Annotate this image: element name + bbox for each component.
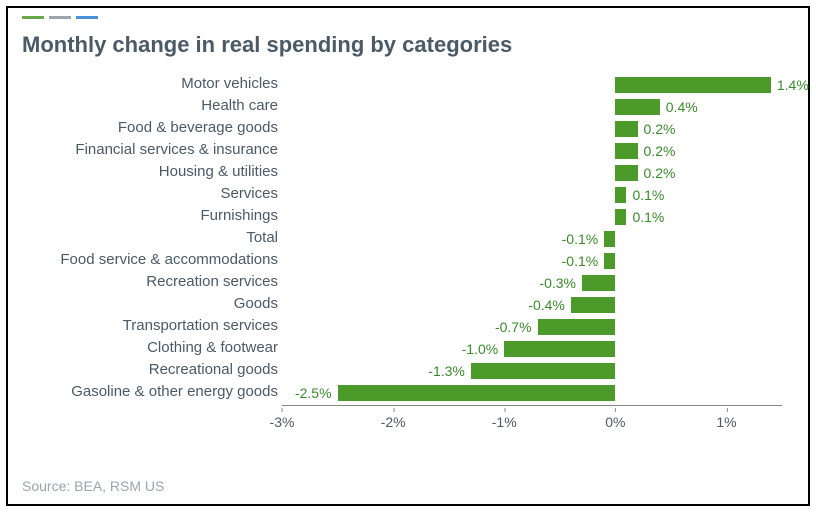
- value-label: 0.4%: [666, 97, 698, 117]
- category-label: Recreational goods: [28, 360, 278, 380]
- category-label: Furnishings: [28, 206, 278, 226]
- x-tick: 1%: [716, 414, 736, 430]
- bar: [582, 275, 615, 291]
- chart-title: Monthly change in real spending by categ…: [22, 32, 512, 58]
- bar-row: Clothing & footwear -1.0%: [22, 338, 798, 360]
- x-tick: -1%: [492, 414, 517, 430]
- accent-bars: [22, 16, 98, 19]
- value-label: 0.2%: [644, 141, 676, 161]
- value-label: -1.3%: [428, 361, 465, 381]
- value-label: -0.4%: [528, 295, 565, 315]
- x-tick: -3%: [270, 414, 295, 430]
- accent-bar-3: [76, 16, 98, 19]
- category-label: Food service & accommodations: [28, 250, 278, 270]
- bar: [604, 231, 615, 247]
- bar: [615, 99, 659, 115]
- bar: [604, 253, 615, 269]
- bar: [471, 363, 615, 379]
- value-label: -0.7%: [495, 317, 532, 337]
- bar-row: Transportation services -0.7%: [22, 316, 798, 338]
- bar: [571, 297, 615, 313]
- bar: [338, 385, 616, 401]
- value-label: -2.5%: [295, 383, 332, 403]
- bar-row: Recreation services -0.3%: [22, 272, 798, 294]
- bar: [615, 77, 771, 93]
- bar-row: Food service & accommodations -0.1%: [22, 250, 798, 272]
- value-label: 0.2%: [644, 163, 676, 183]
- bar: [615, 143, 637, 159]
- bar: [615, 209, 626, 225]
- value-label: -0.1%: [562, 229, 599, 249]
- category-label: Financial services & insurance: [28, 140, 278, 160]
- category-label: Food & beverage goods: [28, 118, 278, 138]
- bar: [538, 319, 616, 335]
- bar-row: Recreational goods -1.3%: [22, 360, 798, 382]
- value-label: -1.0%: [462, 339, 499, 359]
- accent-bar-1: [22, 16, 44, 19]
- category-label: Transportation services: [28, 316, 278, 336]
- bar-row: Total -0.1%: [22, 228, 798, 250]
- category-label: Housing & utilities: [28, 162, 278, 182]
- value-label: 0.2%: [644, 119, 676, 139]
- x-tick: 0%: [605, 414, 625, 430]
- bar: [504, 341, 615, 357]
- bar: [615, 165, 637, 181]
- bar-row: Financial services & insurance 0.2%: [22, 140, 798, 162]
- chart-frame: Monthly change in real spending by categ…: [6, 6, 810, 506]
- bar-row: Motor vehicles1.4%: [22, 74, 798, 96]
- value-label: -0.1%: [562, 251, 599, 271]
- value-label: 1.4%: [777, 75, 809, 95]
- bar-row: Health care 0.4%: [22, 96, 798, 118]
- category-label: Health care: [28, 96, 278, 116]
- category-label: Motor vehicles: [28, 74, 278, 94]
- value-label: 0.1%: [632, 185, 664, 205]
- x-axis-line: [282, 405, 782, 406]
- category-label: Clothing & footwear: [28, 338, 278, 358]
- value-label: -0.3%: [539, 273, 576, 293]
- bar-row: Goods -0.4%: [22, 294, 798, 316]
- category-label: Goods: [28, 294, 278, 314]
- bar: [615, 121, 637, 137]
- category-label: Services: [28, 184, 278, 204]
- category-label: Total: [28, 228, 278, 248]
- bar-row: Gasoline & other energy goods -2.5%: [22, 382, 798, 404]
- category-label: Gasoline & other energy goods: [28, 382, 278, 402]
- bar: [615, 187, 626, 203]
- bar-row: Services 0.1%: [22, 184, 798, 206]
- source-caption: Source: BEA, RSM US: [22, 478, 164, 494]
- value-label: 0.1%: [632, 207, 664, 227]
- bar-row: Furnishings 0.1%: [22, 206, 798, 228]
- chart-plot: -3% -2% -1% 0% 1% Motor vehicles1.4%Health c…: [22, 70, 798, 462]
- bar-row: Housing & utilities 0.2%: [22, 162, 798, 184]
- category-label: Recreation services: [28, 272, 278, 292]
- x-tick: -2%: [381, 414, 406, 430]
- accent-bar-2: [49, 16, 71, 19]
- bar-row: Food & beverage goods 0.2%: [22, 118, 798, 140]
